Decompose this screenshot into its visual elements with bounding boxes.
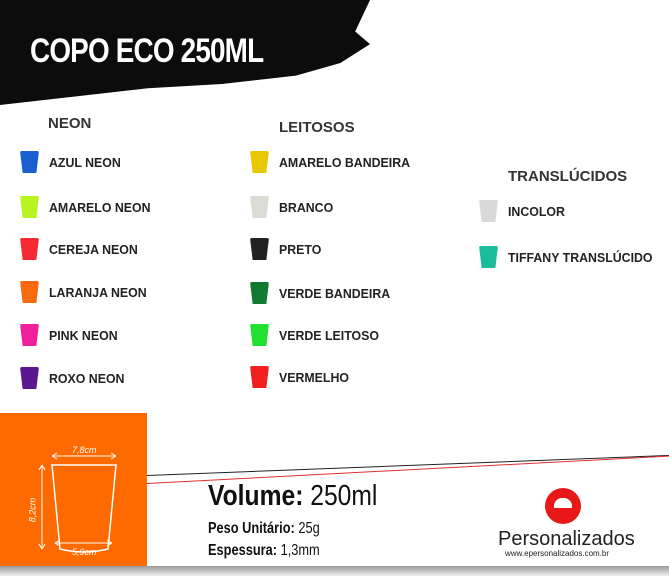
cup-icon (250, 238, 269, 260)
brand-name: Personalizados (498, 528, 635, 550)
color-option: CEREJA NEON (20, 237, 142, 261)
color-option: LARANJA NEON (20, 280, 152, 304)
color-option: PRETO (250, 237, 324, 261)
cup-icon (479, 246, 498, 268)
color-option: AMARELO BANDEIRA (250, 150, 417, 174)
volume: Volume: 250ml (208, 480, 378, 512)
cup-icon (250, 151, 269, 173)
dim-top: 7,8cm (72, 445, 97, 455)
color-option: TIFFANY TRANSLÚCIDO (479, 245, 660, 269)
cup-icon (250, 366, 269, 388)
cup-icon (20, 281, 39, 303)
color-option: ROXO NEON (20, 366, 128, 390)
brand-url: www.epersonalizados.com.br (505, 549, 610, 558)
color-label: LARANJA NEON (49, 284, 147, 300)
color-option: BRANCO (250, 195, 336, 219)
heading-translucidos: TRANSLÚCIDOS (508, 168, 628, 185)
cup-icon (20, 238, 39, 260)
color-option: VERMELHO (250, 365, 353, 389)
cup-icon (250, 282, 269, 304)
cup-icon (479, 200, 498, 222)
dim-height: 8,2cm (27, 497, 38, 523)
dim-bottom: 5,9cm (72, 547, 97, 557)
color-label: BRANCO (279, 199, 334, 215)
color-label: CEREJA NEON (49, 241, 138, 257)
color-label: ROXO NEON (49, 370, 125, 386)
color-option: INCOLOR (479, 199, 568, 223)
color-label: PRETO (279, 241, 322, 257)
cup-icon (250, 196, 269, 218)
page-title: COPO ECO 250ML (30, 32, 264, 70)
color-option: AZUL NEON (20, 150, 125, 174)
color-label: TIFFANY TRANSLÚCIDO (508, 249, 653, 265)
footer-bar (0, 566, 669, 576)
color-label: VERMELHO (279, 369, 349, 385)
color-option: VERDE BANDEIRA (250, 281, 396, 305)
heading-neon: NEON (48, 115, 92, 132)
brand-logo-icon (545, 488, 581, 524)
thickness: Espessura: 1,3mm (208, 542, 320, 559)
divider-line (146, 454, 669, 476)
color-option: VERDE LEITOSO (250, 323, 384, 347)
color-label: VERDE LEITOSO (279, 327, 379, 343)
color-option: AMARELO NEON (20, 195, 156, 219)
color-label: INCOLOR (508, 203, 565, 219)
color-label: AZUL NEON (49, 154, 121, 170)
cup-icon (20, 324, 39, 346)
color-label: PINK NEON (49, 327, 118, 343)
color-label: AMARELO BANDEIRA (279, 154, 411, 170)
color-option: PINK NEON (20, 323, 121, 347)
cup-icon (250, 324, 269, 346)
weight: Peso Unitário: 25g (208, 520, 320, 537)
heading-leitosos: LEITOSOS (279, 119, 355, 136)
color-label: AMARELO NEON (49, 199, 151, 215)
dimension-panel: 7,8cm 8,2cm 5,9cm (0, 413, 147, 566)
cup-dimension-icon (38, 452, 117, 553)
cup-icon (20, 196, 39, 218)
color-label: VERDE BANDEIRA (279, 285, 391, 301)
cup-icon (20, 367, 39, 389)
cup-icon (20, 151, 39, 173)
